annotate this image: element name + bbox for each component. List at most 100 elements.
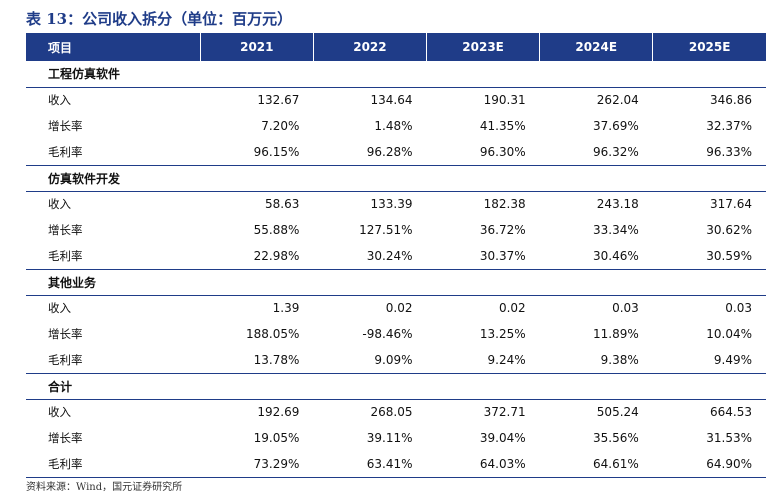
row-label: 收入 [48,301,71,316]
table-row: 毛利率 13.78% 9.09% 9.24% 9.38% 9.49% [26,347,766,374]
table-cell: 132.67 [257,93,300,108]
header-year: 2023E [426,33,540,61]
table-cell: 30.62% [706,223,752,237]
table-cell: 0.03 [725,301,752,316]
table-cell: 73.29% [200,451,314,478]
table-row: 增长率 19.05% 39.11% 39.04% 35.56% 31.53% [26,425,766,451]
row-label: 增长率 [48,327,83,341]
row-label: 增长率 [48,223,83,237]
table-cell: 30.24% [313,243,427,270]
row-label: 增长率 [48,431,83,445]
section-row: 仿真软件开发 [26,165,766,192]
table-row: 毛利率 22.98% 30.24% 30.37% 30.46% 30.59% [26,243,766,270]
table-cell: 64.03% [426,451,540,478]
table-title: 表 13：公司收入拆分（单位：百万元） [26,10,293,28]
table-cell: 31.53% [706,431,752,445]
table-cell: 505.24 [596,405,639,420]
table-row: 毛利率 96.15% 96.28% 96.30% 96.32% 96.33% [26,139,766,166]
table-cell: 134.64 [370,93,413,108]
table-cell: 664.53 [710,405,752,420]
section-title: 工程仿真软件 [26,61,766,88]
table-cell: 9.49% [652,347,766,374]
table-cell: 64.90% [652,451,766,478]
table-row: 毛利率 73.29% 63.41% 64.03% 64.61% 64.90% [26,451,766,478]
row-label: 收入 [48,405,71,420]
row-label: 毛利率 [26,243,201,270]
row-label: 增长率 [48,119,83,133]
row-label: 毛利率 [26,451,201,478]
source-note: 资料来源：Wind，国元证券研究所 [26,482,183,493]
table-cell: 96.33% [652,139,766,166]
table-cell: 0.03 [612,301,639,316]
table-cell: 262.04 [596,93,639,108]
table-cell: 41.35% [479,119,526,133]
row-label: 收入 [48,197,71,212]
table-cell: 19.05% [253,431,300,445]
table-cell: 9.24% [426,347,540,374]
table-cell: 190.31 [483,93,526,108]
table-cell: 13.78% [200,347,314,374]
table-cell: 0.02 [498,301,526,316]
table-cell: 37.69% [593,119,639,133]
table-cell: 133.39 [370,197,413,212]
table-cell: 7.20% [261,119,300,133]
table-row: 增长率 7.20% 1.48% 41.35% 37.69% 32.37% [26,113,766,139]
table-row: 收入 132.67 134.64 190.31 262.04 346.86 [26,87,766,113]
table-cell: 58.63 [265,197,300,212]
table-cell: 1.39 [272,301,300,316]
table-cell: 127.51% [359,223,413,237]
table-cell: 268.05 [370,405,413,420]
table-cell: 63.41% [313,451,427,478]
table-cell: 33.34% [593,223,639,237]
table-cell: 96.28% [313,139,427,166]
table-row: 增长率 55.88% 127.51% 36.72% 33.34% 30.62% [26,217,766,243]
table-cell: 182.38 [483,197,526,212]
table-cell: 32.37% [706,119,752,133]
section-title: 仿真软件开发 [26,165,766,192]
revenue-split-table: 项目 2021 2022 2023E 2024E 2025E 工程仿真软件 收入 1… [26,33,766,478]
section-row: 合计 [26,373,766,400]
header-year: 2025E [652,33,766,61]
table-cell: 64.61% [539,451,653,478]
table-cell: 13.25% [479,327,526,341]
table-cell: -98.46% [362,327,413,341]
table-cell: 9.38% [539,347,653,374]
table-row: 收入 1.39 0.02 0.02 0.03 0.03 [26,295,766,321]
row-label: 收入 [48,93,71,108]
table-cell: 96.30% [426,139,540,166]
table-cell: 39.04% [479,431,526,445]
table-cell: 96.32% [539,139,653,166]
table-cell: 346.86 [710,93,752,108]
table-row: 收入 192.69 268.05 372.71 505.24 664.53 [26,399,766,425]
table-cell: 30.37% [426,243,540,270]
table-cell: 317.64 [710,197,752,212]
table-cell: 36.72% [479,223,526,237]
section-title: 其他业务 [26,269,766,296]
section-title: 合计 [26,373,766,400]
header-year: 2024E [539,33,653,61]
table-cell: 9.09% [313,347,427,374]
table-cell: 10.04% [706,327,752,341]
table-cell: 1.48% [374,119,413,133]
table-cell: 22.98% [200,243,314,270]
header-year: 2021 [199,33,314,61]
header-item: 项目 [26,33,201,61]
row-label: 毛利率 [26,347,201,374]
table-cell: 30.46% [539,243,653,270]
table-row: 增长率 188.05% -98.46% 13.25% 11.89% 10.04% [26,321,766,347]
table-cell: 55.88% [253,223,300,237]
row-label: 毛利率 [26,139,201,166]
table-cell: 0.02 [385,301,413,316]
table-cell: 96.15% [200,139,314,166]
section-row: 其他业务 [26,269,766,296]
section-row: 工程仿真软件 [26,61,766,88]
table-cell: 188.05% [245,327,300,341]
table-row: 收入 58.63 133.39 182.38 243.18 317.64 [26,191,766,217]
table-cell: 11.89% [593,327,639,341]
table-cell: 243.18 [596,197,639,212]
table-cell: 35.56% [593,431,639,445]
table-cell: 372.71 [483,405,526,420]
table-cell: 39.11% [366,431,413,445]
table-cell: 192.69 [257,405,300,420]
table-cell: 30.59% [652,243,766,270]
